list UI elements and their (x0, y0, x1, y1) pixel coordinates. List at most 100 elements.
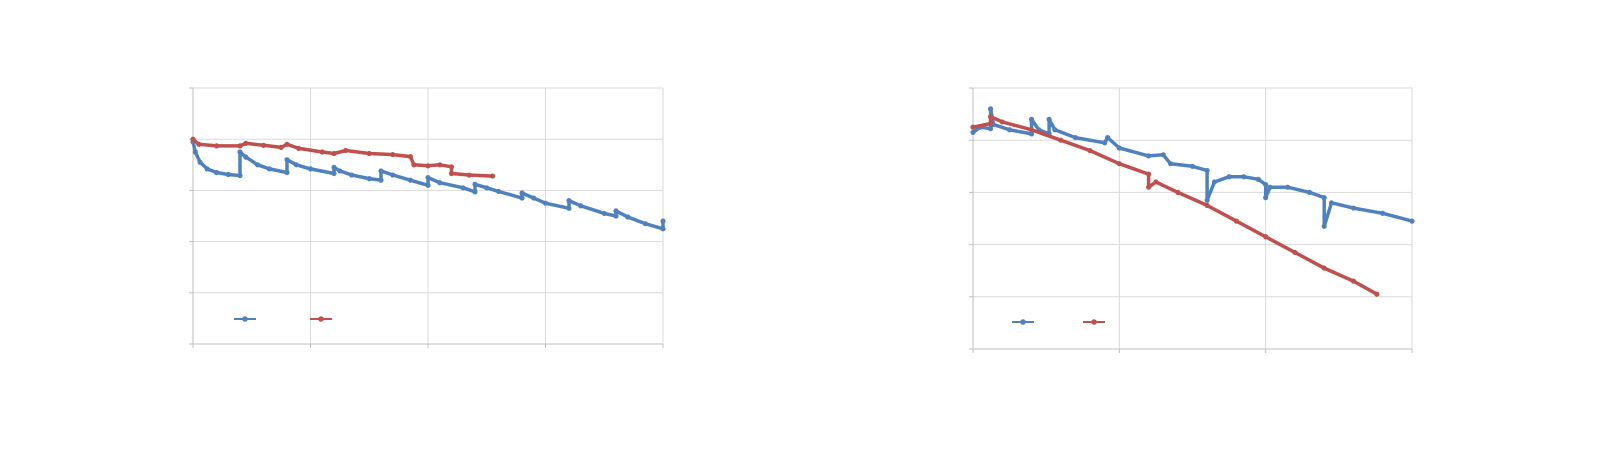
series-1-point (1006, 127, 1013, 133)
series-2-point (366, 150, 372, 157)
legend-marker-1 (242, 316, 248, 322)
series-1-point (1028, 116, 1035, 122)
series-1-point (601, 210, 607, 217)
series-1-point (484, 185, 490, 191)
series-1-point (1102, 140, 1108, 146)
series-2-point (1153, 179, 1159, 185)
series-1-point (1167, 161, 1174, 167)
series-2-point (425, 163, 431, 169)
series-2-point (987, 120, 994, 127)
series-2-point (237, 143, 243, 149)
series-1-point (337, 168, 343, 174)
series-2-point (260, 142, 267, 148)
series-1-point (660, 226, 666, 232)
series-2-point (466, 172, 472, 178)
series-1-point (566, 205, 572, 211)
series-1-point (987, 106, 994, 112)
series-2-point (213, 143, 220, 149)
series-2-point (1321, 265, 1327, 271)
series-2-point (190, 136, 196, 142)
series-1-point (472, 181, 478, 187)
series-1-point (284, 169, 290, 176)
legend-marker-1 (1020, 319, 1026, 325)
series-1-point (197, 159, 203, 165)
series-1-point (1226, 174, 1232, 180)
series-1-point (1380, 210, 1386, 216)
series-1-point (1263, 181, 1269, 188)
series-1-point (1255, 176, 1261, 182)
series-1-point (378, 168, 384, 174)
series-1-point (613, 213, 619, 219)
series-2-point (284, 141, 290, 147)
series-1-point (1321, 195, 1327, 201)
series-2-point (196, 141, 202, 147)
series-2-point (987, 114, 994, 120)
series-1-point (1116, 145, 1122, 151)
series-1-point (1321, 223, 1327, 229)
series-1-point (1211, 179, 1218, 185)
series-1-point (243, 154, 249, 160)
series-2-point (319, 149, 325, 155)
series-2-point (1146, 171, 1152, 177)
series-1-point (460, 185, 466, 191)
series-2-point (1292, 249, 1298, 256)
series-1-point (1204, 167, 1210, 174)
series-1-point (1028, 131, 1035, 137)
series-1-point (1146, 153, 1152, 159)
series-1-point (307, 166, 314, 172)
chart-2 (969, 87, 1415, 353)
series-2-point (448, 164, 455, 170)
series-1-point (192, 149, 198, 155)
series-1-point (1046, 116, 1052, 122)
series-2-point (390, 151, 396, 158)
series-1-point (366, 176, 372, 182)
series-1-point (495, 188, 502, 195)
series-1-point (1105, 134, 1111, 141)
series-2-point (1204, 202, 1210, 209)
series-1-point (390, 172, 396, 178)
series-1-point (1306, 189, 1313, 195)
series-1-point (1267, 184, 1273, 190)
series-line-2 (971, 114, 1379, 296)
series-1-point (237, 149, 243, 155)
series-1-point (642, 221, 648, 227)
series-1-point (625, 214, 631, 220)
series-1-point (255, 162, 261, 168)
legend-marker-2 (318, 316, 324, 322)
series-2-point (1175, 189, 1181, 195)
series-1-point (1409, 218, 1415, 224)
series-2-point (1374, 291, 1380, 297)
series-1-point (1204, 197, 1210, 203)
series-2-point (1116, 161, 1122, 167)
series-2-point (1028, 127, 1035, 133)
series-1-point (1160, 152, 1166, 158)
series-1-point (987, 126, 994, 132)
series-1-point (472, 189, 478, 195)
series-1-point (1241, 174, 1247, 180)
series-2-point (437, 162, 443, 168)
series-2-point (490, 173, 496, 179)
series-1-point (1072, 134, 1079, 141)
series-2-point (1058, 137, 1064, 143)
series-1-point (437, 180, 443, 186)
series-2-point (1350, 278, 1357, 284)
series-1-point (213, 169, 220, 176)
series-1-point (519, 190, 525, 196)
series-1-point (1189, 163, 1196, 169)
series-1-point (970, 129, 976, 135)
series-1-point (578, 203, 584, 209)
series-1-point (613, 208, 619, 214)
series-2-point (970, 124, 976, 130)
series-1-point (425, 182, 431, 188)
series-line-1 (191, 140, 665, 231)
series-2-point (331, 150, 337, 157)
series-1-point (266, 166, 272, 172)
series-1-point (531, 195, 537, 201)
series-1-point (293, 162, 299, 168)
series-1-point (225, 171, 231, 178)
series-1-point (331, 170, 337, 177)
series-1-point (1350, 205, 1357, 211)
series-2-point (278, 144, 284, 150)
